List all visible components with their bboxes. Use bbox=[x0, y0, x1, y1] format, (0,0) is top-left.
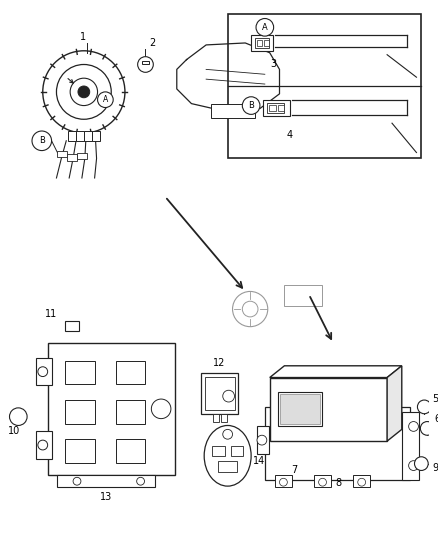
Bar bbox=[353, 475, 371, 487]
Circle shape bbox=[242, 301, 258, 317]
Text: 13: 13 bbox=[100, 492, 113, 502]
Bar bbox=[255, 38, 269, 48]
Bar bbox=[284, 285, 321, 306]
Bar bbox=[76, 131, 84, 141]
Bar bbox=[57, 151, 67, 157]
Bar bbox=[65, 400, 95, 424]
Circle shape bbox=[70, 78, 98, 106]
Bar bbox=[221, 414, 227, 422]
Bar bbox=[36, 358, 52, 385]
Text: 1: 1 bbox=[80, 32, 86, 42]
Circle shape bbox=[38, 367, 48, 376]
Circle shape bbox=[73, 478, 81, 485]
Bar bbox=[67, 155, 77, 161]
Circle shape bbox=[420, 422, 434, 435]
Bar bbox=[251, 35, 272, 51]
Circle shape bbox=[358, 478, 366, 486]
Text: 9: 9 bbox=[432, 463, 438, 473]
Text: A: A bbox=[262, 23, 268, 32]
Circle shape bbox=[78, 86, 90, 98]
Bar bbox=[265, 407, 410, 480]
Text: 2: 2 bbox=[149, 38, 155, 48]
Bar bbox=[218, 461, 237, 472]
Bar bbox=[213, 414, 219, 422]
Text: 6: 6 bbox=[434, 414, 438, 424]
Bar bbox=[65, 361, 95, 384]
Text: 10: 10 bbox=[8, 426, 21, 437]
Bar bbox=[257, 40, 262, 46]
Circle shape bbox=[152, 399, 171, 418]
Bar bbox=[228, 14, 421, 158]
Bar bbox=[65, 439, 95, 463]
Circle shape bbox=[223, 390, 234, 402]
Text: 3: 3 bbox=[271, 60, 277, 69]
Bar bbox=[269, 104, 276, 111]
Bar bbox=[402, 412, 420, 480]
Circle shape bbox=[256, 19, 274, 36]
Polygon shape bbox=[270, 366, 402, 377]
Circle shape bbox=[409, 461, 418, 471]
Bar bbox=[116, 439, 145, 463]
Bar bbox=[212, 446, 225, 456]
Circle shape bbox=[138, 56, 153, 72]
Bar bbox=[68, 131, 76, 141]
Bar bbox=[205, 376, 234, 410]
Bar bbox=[201, 373, 238, 414]
Text: A: A bbox=[103, 95, 108, 104]
Bar bbox=[257, 426, 269, 454]
Text: 5: 5 bbox=[432, 394, 438, 404]
Circle shape bbox=[233, 292, 268, 327]
Bar bbox=[77, 152, 87, 159]
Circle shape bbox=[32, 131, 52, 151]
Bar bbox=[141, 61, 149, 64]
Circle shape bbox=[417, 400, 431, 414]
Ellipse shape bbox=[204, 425, 251, 486]
Text: 14: 14 bbox=[253, 456, 265, 466]
Bar bbox=[116, 400, 145, 424]
Circle shape bbox=[57, 64, 111, 119]
Bar bbox=[92, 131, 99, 141]
Circle shape bbox=[257, 435, 267, 445]
Bar bbox=[278, 104, 284, 111]
Bar bbox=[116, 361, 145, 384]
Polygon shape bbox=[387, 366, 402, 441]
Bar bbox=[36, 431, 52, 459]
Text: B: B bbox=[39, 136, 45, 146]
Circle shape bbox=[414, 457, 428, 471]
Bar bbox=[270, 377, 387, 441]
Circle shape bbox=[98, 92, 113, 108]
Bar bbox=[278, 392, 321, 426]
Circle shape bbox=[242, 97, 260, 115]
Text: B: B bbox=[248, 101, 254, 110]
Bar bbox=[57, 475, 155, 487]
Bar bbox=[267, 103, 284, 114]
Bar bbox=[275, 475, 292, 487]
Bar bbox=[279, 394, 320, 424]
Bar bbox=[65, 321, 79, 330]
Circle shape bbox=[10, 408, 27, 425]
Text: 7: 7 bbox=[291, 465, 297, 475]
Text: 4: 4 bbox=[286, 130, 292, 140]
Bar bbox=[264, 40, 269, 46]
Text: 11: 11 bbox=[45, 309, 57, 319]
Circle shape bbox=[137, 478, 145, 485]
Bar bbox=[211, 103, 255, 118]
Circle shape bbox=[223, 430, 233, 439]
Bar bbox=[230, 446, 243, 456]
Circle shape bbox=[279, 478, 287, 486]
Circle shape bbox=[43, 51, 125, 133]
Bar bbox=[48, 343, 175, 475]
Bar bbox=[263, 100, 290, 116]
Circle shape bbox=[409, 422, 418, 431]
Bar bbox=[84, 131, 92, 141]
Bar bbox=[314, 475, 332, 487]
Circle shape bbox=[318, 478, 326, 486]
Circle shape bbox=[38, 440, 48, 450]
Text: 12: 12 bbox=[213, 358, 225, 368]
Text: 8: 8 bbox=[335, 478, 341, 488]
